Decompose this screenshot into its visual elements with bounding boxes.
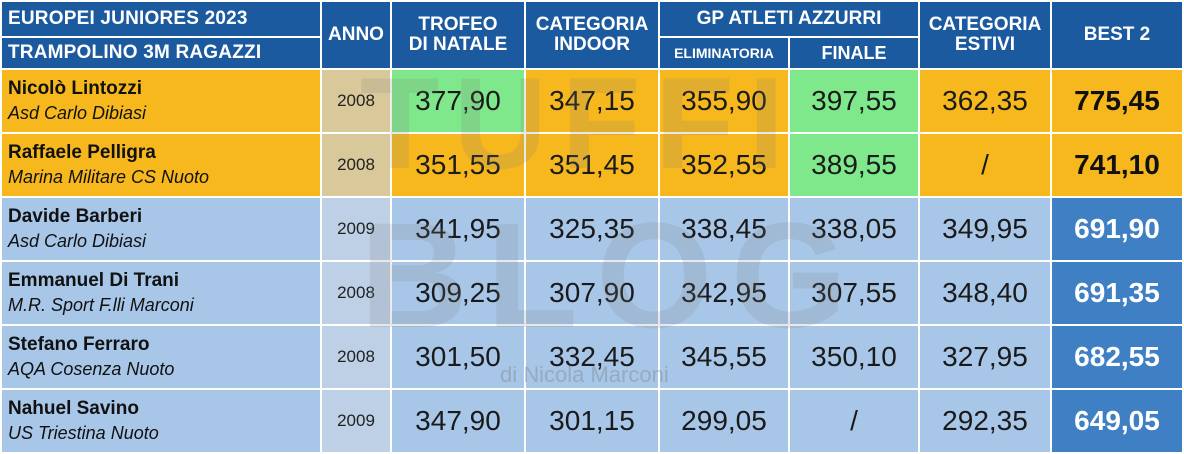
athlete-name: Stefano Ferraro bbox=[8, 334, 150, 355]
athlete-name: Nahuel Savino bbox=[8, 398, 139, 419]
eliminatoria-score: 342,95 bbox=[660, 262, 788, 324]
athlete-cell: Stefano Ferraro AQA Cosenza Nuoto bbox=[2, 326, 320, 388]
indoor-score: 347,15 bbox=[526, 70, 658, 132]
best-score: 741,10 bbox=[1052, 134, 1182, 196]
header-row-top: EUROPEI JUNIORES 2023 ANNO TROFEO DI NATA… bbox=[2, 2, 1182, 68]
year-cell: 2008 bbox=[322, 70, 390, 132]
estivi-score: 292,35 bbox=[920, 390, 1050, 452]
header-row-bottom: TRAMPOLINO 3M RAGAZZI ELIMINATORIA FINAL… bbox=[2, 38, 1182, 68]
col-header-best: BEST 2 bbox=[1052, 2, 1182, 68]
finale-score: / bbox=[790, 390, 918, 452]
athlete-cell: Raffaele Pelligra Marina Militare CS Nuot… bbox=[2, 134, 320, 196]
table-row: Nicolò Lintozzi Asd Carlo Dibiasi 2008 37… bbox=[2, 70, 1182, 132]
col-header-indoor-line1: CATEGORIA bbox=[535, 14, 649, 36]
athlete-name: Raffaele Pelligra bbox=[8, 142, 156, 163]
col-header-finale: FINALE bbox=[790, 38, 918, 68]
estivi-score: / bbox=[920, 134, 1050, 196]
athlete-club: US Triestina Nuoto bbox=[8, 423, 159, 443]
col-header-indoor: CATEGORIA INDOOR bbox=[526, 2, 658, 68]
finale-score: 389,55 bbox=[790, 134, 918, 196]
table-title: EUROPEI JUNIORES 2023 bbox=[2, 2, 320, 36]
table-subtitle: TRAMPOLINO 3M RAGAZZI bbox=[2, 38, 320, 68]
athlete-name: Nicolò Lintozzi bbox=[8, 78, 143, 99]
finale-score: 397,55 bbox=[790, 70, 918, 132]
athlete-club: Asd Carlo Dibiasi bbox=[8, 103, 147, 123]
trofeo-score: 347,90 bbox=[392, 390, 524, 452]
athlete-cell: Davide Barberi Asd Carlo Dibiasi bbox=[2, 198, 320, 260]
athlete-club: Asd Carlo Dibiasi bbox=[8, 231, 147, 251]
estivi-score: 349,95 bbox=[920, 198, 1050, 260]
best-score: 775,45 bbox=[1052, 70, 1182, 132]
best-score: 691,35 bbox=[1052, 262, 1182, 324]
indoor-score: 301,15 bbox=[526, 390, 658, 452]
athlete-cell: Nahuel Savino US Triestina Nuoto bbox=[2, 390, 320, 452]
col-header-trofeo-line2: DI NATALE bbox=[408, 34, 508, 55]
eliminatoria-score: 352,55 bbox=[660, 134, 788, 196]
trofeo-score: 377,90 bbox=[392, 70, 524, 132]
year-cell: 2009 bbox=[322, 390, 390, 452]
indoor-score: 325,35 bbox=[526, 198, 658, 260]
year-cell: 2009 bbox=[322, 198, 390, 260]
estivi-score: 327,95 bbox=[920, 326, 1050, 388]
eliminatoria-score: 299,05 bbox=[660, 390, 788, 452]
athlete-cell: Nicolò Lintozzi Asd Carlo Dibiasi bbox=[2, 70, 320, 132]
col-header-indoor-line2: INDOOR bbox=[554, 34, 630, 55]
finale-score: 350,10 bbox=[790, 326, 918, 388]
best-score: 691,90 bbox=[1052, 198, 1182, 260]
athlete-club: Marina Militare CS Nuoto bbox=[8, 167, 210, 187]
eliminatoria-score: 355,90 bbox=[660, 70, 788, 132]
best-score: 649,05 bbox=[1052, 390, 1182, 452]
table-row: Emmanuel Di Trani M.R. Sport F.lli Marcon… bbox=[2, 262, 1182, 324]
trofeo-score: 351,55 bbox=[392, 134, 524, 196]
estivi-score: 362,35 bbox=[920, 70, 1050, 132]
col-header-trofeo: TROFEO DI NATALE bbox=[392, 2, 524, 68]
col-header-estivi-line1: CATEGORIA bbox=[928, 14, 1042, 36]
col-header-trofeo-line1: TROFEO bbox=[418, 14, 498, 36]
trofeo-score: 301,50 bbox=[392, 326, 524, 388]
indoor-score: 307,90 bbox=[526, 262, 658, 324]
athlete-club: AQA Cosenza Nuoto bbox=[8, 359, 175, 379]
table-row: Davide Barberi Asd Carlo Dibiasi 2009 341… bbox=[2, 198, 1182, 260]
table-row: Raffaele Pelligra Marina Militare CS Nuot… bbox=[2, 134, 1182, 196]
indoor-score: 332,45 bbox=[526, 326, 658, 388]
col-header-anno: ANNO bbox=[322, 2, 390, 68]
trofeo-score: 341,95 bbox=[392, 198, 524, 260]
col-header-gp: GP ATLETI AZZURRI bbox=[660, 2, 918, 36]
best-score: 682,55 bbox=[1052, 326, 1182, 388]
year-cell: 2008 bbox=[322, 262, 390, 324]
athlete-club: M.R. Sport F.lli Marconi bbox=[8, 295, 194, 315]
col-header-eliminatoria: ELIMINATORIA bbox=[660, 38, 788, 68]
trofeo-score: 309,25 bbox=[392, 262, 524, 324]
athlete-name: Emmanuel Di Trani bbox=[8, 270, 180, 291]
indoor-score: 351,45 bbox=[526, 134, 658, 196]
athlete-cell: Emmanuel Di Trani M.R. Sport F.lli Marcon… bbox=[2, 262, 320, 324]
table-row: Stefano Ferraro AQA Cosenza Nuoto 2008 30… bbox=[2, 326, 1182, 388]
year-cell: 2008 bbox=[322, 326, 390, 388]
estivi-score: 348,40 bbox=[920, 262, 1050, 324]
col-header-estivi-line2: ESTIVI bbox=[954, 34, 1016, 55]
finale-score: 307,55 bbox=[790, 262, 918, 324]
table-row: Nahuel Savino US Triestina Nuoto 2009 347… bbox=[2, 390, 1182, 452]
finale-score: 338,05 bbox=[790, 198, 918, 260]
eliminatoria-score: 338,45 bbox=[660, 198, 788, 260]
athlete-name: Davide Barberi bbox=[8, 206, 143, 227]
eliminatoria-score: 345,55 bbox=[660, 326, 788, 388]
col-header-estivi: CATEGORIA ESTIVI bbox=[920, 2, 1050, 68]
year-cell: 2008 bbox=[322, 134, 390, 196]
